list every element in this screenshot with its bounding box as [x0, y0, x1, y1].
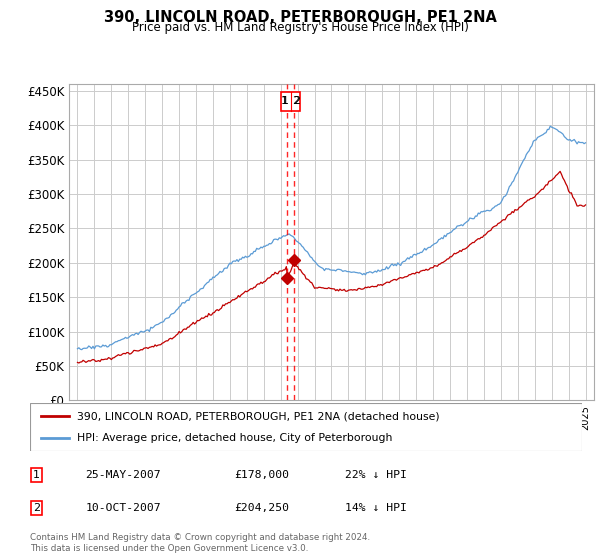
Text: 10-OCT-2007: 10-OCT-2007	[85, 503, 161, 513]
Text: £178,000: £178,000	[234, 470, 289, 480]
FancyBboxPatch shape	[30, 403, 582, 451]
Text: 14% ↓ HPI: 14% ↓ HPI	[344, 503, 407, 513]
Text: 390, LINCOLN ROAD, PETERBOROUGH, PE1 2NA: 390, LINCOLN ROAD, PETERBOROUGH, PE1 2NA	[104, 10, 496, 25]
Text: 1: 1	[282, 96, 289, 106]
Text: 2: 2	[33, 503, 40, 513]
Text: 390, LINCOLN ROAD, PETERBOROUGH, PE1 2NA (detached house): 390, LINCOLN ROAD, PETERBOROUGH, PE1 2NA…	[77, 411, 440, 421]
Text: 2: 2	[293, 96, 300, 106]
Text: Contains HM Land Registry data © Crown copyright and database right 2024.
This d: Contains HM Land Registry data © Crown c…	[30, 533, 370, 553]
Text: 22% ↓ HPI: 22% ↓ HPI	[344, 470, 407, 480]
Bar	[281, 92, 300, 111]
Text: Price paid vs. HM Land Registry's House Price Index (HPI): Price paid vs. HM Land Registry's House …	[131, 21, 469, 34]
Text: 25-MAY-2007: 25-MAY-2007	[85, 470, 161, 480]
Text: £204,250: £204,250	[234, 503, 289, 513]
Text: 1: 1	[281, 96, 288, 106]
Text: HPI: Average price, detached house, City of Peterborough: HPI: Average price, detached house, City…	[77, 433, 392, 443]
Text: 2: 2	[292, 96, 299, 106]
Text: 1: 1	[33, 470, 40, 480]
